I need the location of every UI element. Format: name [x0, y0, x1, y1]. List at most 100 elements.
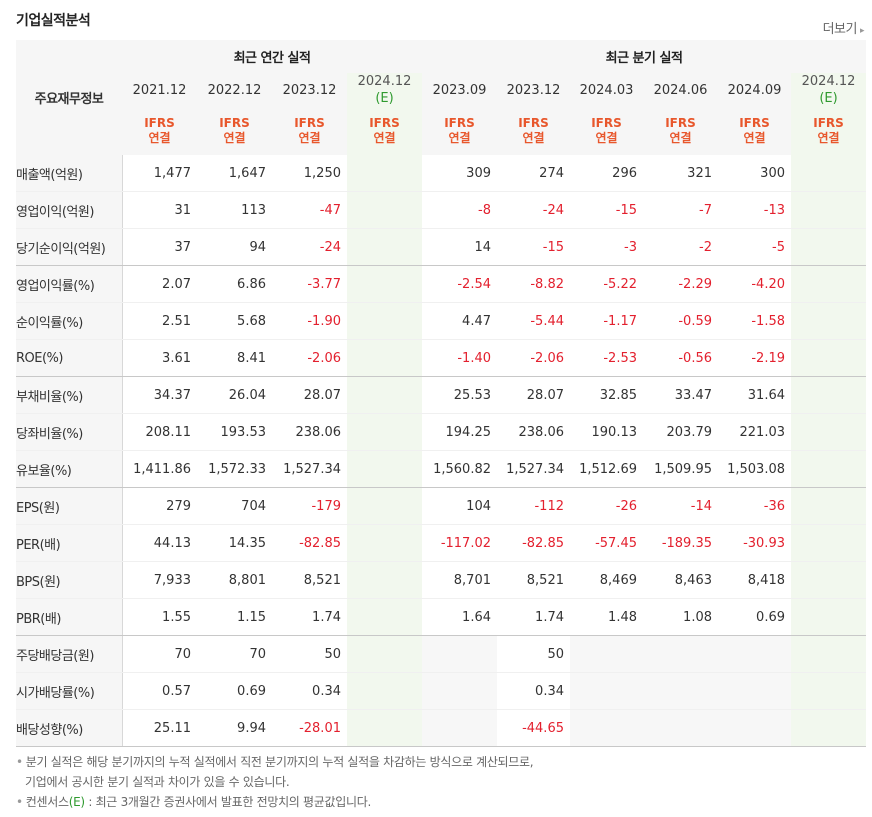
- table-cell: [347, 709, 422, 747]
- table-cell: 300: [718, 155, 791, 192]
- row-label: 순이익률(%): [16, 302, 123, 340]
- table-cell: -3: [570, 228, 643, 266]
- table-cell: [791, 561, 867, 599]
- table-cell: [570, 672, 643, 710]
- row-label: ROE(%): [16, 339, 123, 377]
- table-cell: -82.85: [272, 524, 347, 562]
- basis-line1: IFRS: [444, 116, 475, 130]
- table-cell: 7,933: [122, 561, 197, 599]
- table-cell: [791, 302, 867, 340]
- table-cell: -0.59: [643, 302, 718, 340]
- basis-line2: 연결: [148, 131, 171, 145]
- basis-line2: 연결: [743, 131, 766, 145]
- table-cell: -3.77: [272, 265, 347, 303]
- table-cell: -5: [718, 228, 791, 266]
- section-title: 기업실적분석: [16, 13, 91, 29]
- table-cell: -1.58: [718, 302, 791, 340]
- period-header: 2024.03: [570, 73, 643, 107]
- table-row: 배당성향(%) 25.11 9.94 -28.01 -44.65: [16, 709, 867, 747]
- period-label: 2024.12: [357, 74, 412, 89]
- table-cell: 1,509.95: [643, 450, 718, 488]
- table-cell: [422, 635, 497, 673]
- table-cell: [347, 450, 422, 488]
- table-cell: [347, 302, 422, 340]
- footnote-1: • 분기 실적은 해당 분기까지의 누적 실적에서 직전 분기까지의 누적 실적을…: [16, 755, 534, 769]
- basis-line2: 연결: [595, 131, 618, 145]
- basis-label: IFRS 연결: [718, 107, 791, 155]
- table-cell: [791, 672, 867, 710]
- basis-line2: 연결: [298, 131, 321, 145]
- table-cell: 321: [643, 155, 718, 192]
- table-cell: [791, 450, 867, 488]
- table-cell: -44.65: [497, 709, 570, 747]
- table-cell: 0.57: [122, 672, 197, 710]
- table-cell: [643, 672, 718, 710]
- table-cell: 279: [122, 487, 197, 525]
- table-cell: [347, 376, 422, 414]
- quarter-group-header: 최근 분기 실적: [422, 40, 867, 73]
- table-row: 부채비율(%) 34.37 26.04 28.07 25.53 28.07 32.85 33.…: [16, 376, 867, 414]
- period-header: 2024.06: [643, 73, 718, 107]
- row-label: 부채비율(%): [16, 376, 123, 414]
- table-row: 주당배당금(원) 70 70 50 50: [16, 635, 867, 673]
- basis-label: IFRS 연결: [791, 107, 867, 155]
- estimate-mark: (E): [819, 91, 838, 106]
- table-cell: [347, 228, 422, 266]
- table-cell: -5.44: [497, 302, 570, 340]
- table-cell: 1.64: [422, 598, 497, 636]
- table-cell: -4.20: [718, 265, 791, 303]
- period-header: 2023.09: [422, 73, 497, 107]
- row-label: 당좌비율(%): [16, 413, 123, 451]
- period-header: 2022.12: [197, 73, 272, 107]
- table-cell: -36: [718, 487, 791, 525]
- basis-line1: IFRS: [591, 116, 622, 130]
- corner-header: 주요재무정보: [16, 40, 122, 155]
- table-cell: 203.79: [643, 413, 718, 451]
- table-cell: [347, 191, 422, 229]
- basis-label: IFRS 연결: [643, 107, 718, 155]
- table-cell: 50: [272, 635, 347, 673]
- period-header: 2023.12: [272, 73, 347, 107]
- table-cell: -189.35: [643, 524, 718, 562]
- table-cell: 1,250: [272, 155, 347, 192]
- table-cell: 1,527.34: [272, 450, 347, 488]
- period-header: 2024.12 (E): [347, 73, 422, 107]
- row-label: BPS(원): [16, 561, 123, 599]
- basis-line1: IFRS: [665, 116, 696, 130]
- table-row: 매출액(억원) 1,477 1,647 1,250 309 274 296 321 300: [16, 155, 867, 192]
- table-cell: 14.35: [197, 524, 272, 562]
- row-label: 영업이익(억원): [16, 191, 123, 229]
- table-cell: [347, 561, 422, 599]
- table-cell: 1,512.69: [570, 450, 643, 488]
- period-label: 2024.12: [801, 74, 856, 89]
- basis-label: IFRS 연결: [272, 107, 347, 155]
- table-cell: -1.90: [272, 302, 347, 340]
- table-cell: [791, 524, 867, 562]
- basis-line2: 연결: [669, 131, 692, 145]
- row-label: 매출액(억원): [16, 155, 123, 192]
- table-cell: 70: [197, 635, 272, 673]
- table-cell: -24: [497, 191, 570, 229]
- basis-line2: 연결: [373, 131, 396, 145]
- table-cell: [422, 672, 497, 710]
- more-link[interactable]: 더보기 ▸: [823, 18, 865, 37]
- table-cell: 2.51: [122, 302, 197, 340]
- table-cell: -112: [497, 487, 570, 525]
- table-row: 당좌비율(%) 208.11 193.53 238.06 194.25 238.06 190…: [16, 413, 867, 451]
- financial-table: 주요재무정보 최근 연간 실적 최근 분기 실적 2021.12 2022.12 2…: [16, 40, 867, 747]
- table-cell: 221.03: [718, 413, 791, 451]
- table-cell: -8: [422, 191, 497, 229]
- table-cell: [791, 339, 867, 377]
- table-cell: [718, 709, 791, 747]
- table-cell: 1,527.34: [497, 450, 570, 488]
- table-cell: 28.07: [272, 376, 347, 414]
- table-cell: -15: [570, 191, 643, 229]
- table-cell: [347, 487, 422, 525]
- row-label: PER(배): [16, 524, 123, 562]
- row-label: 시가배당률(%): [16, 672, 123, 710]
- table-cell: 8,418: [718, 561, 791, 599]
- table-cell: -179: [272, 487, 347, 525]
- basis-line2: 연결: [817, 131, 840, 145]
- period-header: 2021.12: [122, 73, 197, 107]
- table-cell: 1,572.33: [197, 450, 272, 488]
